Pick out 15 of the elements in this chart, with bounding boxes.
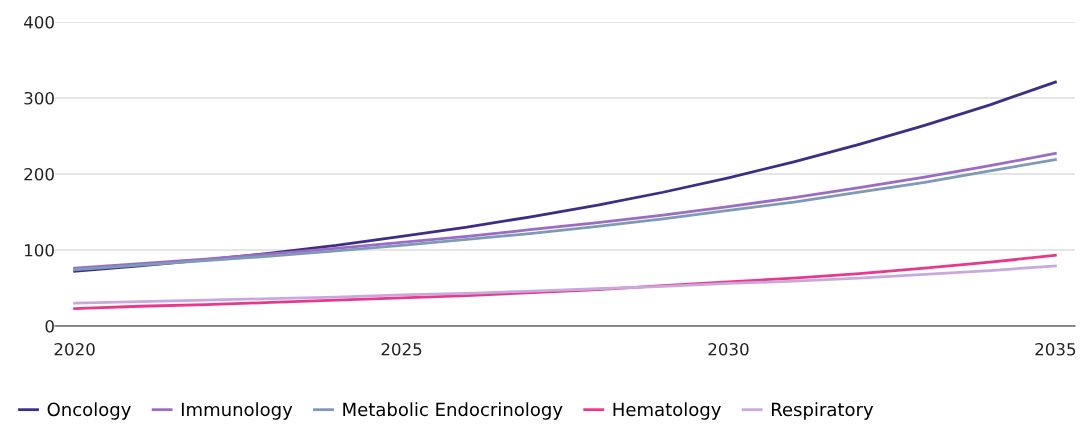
line-series [73, 264, 1057, 305]
y-tick-label: 300 [24, 91, 54, 105]
legend-label: Respiratory [771, 402, 874, 420]
x-tick-label: 2025 [381, 342, 422, 356]
y-tick-label: 0 [45, 319, 54, 333]
x-tick-label: 2035 [1035, 342, 1076, 356]
y-tick-label: 400 [24, 15, 54, 29]
y-tick-label: 200 [24, 167, 54, 181]
x-tick-label: 2020 [54, 342, 95, 356]
legend-label: Hematology [613, 402, 721, 420]
legend-label: Metabolic Endocrinology [343, 402, 563, 420]
legend-label: Immunology [181, 402, 293, 420]
legend-label: Oncology [47, 402, 131, 420]
x-tick-label: 2030 [708, 342, 749, 356]
y-tick-label: 100 [25, 243, 54, 257]
